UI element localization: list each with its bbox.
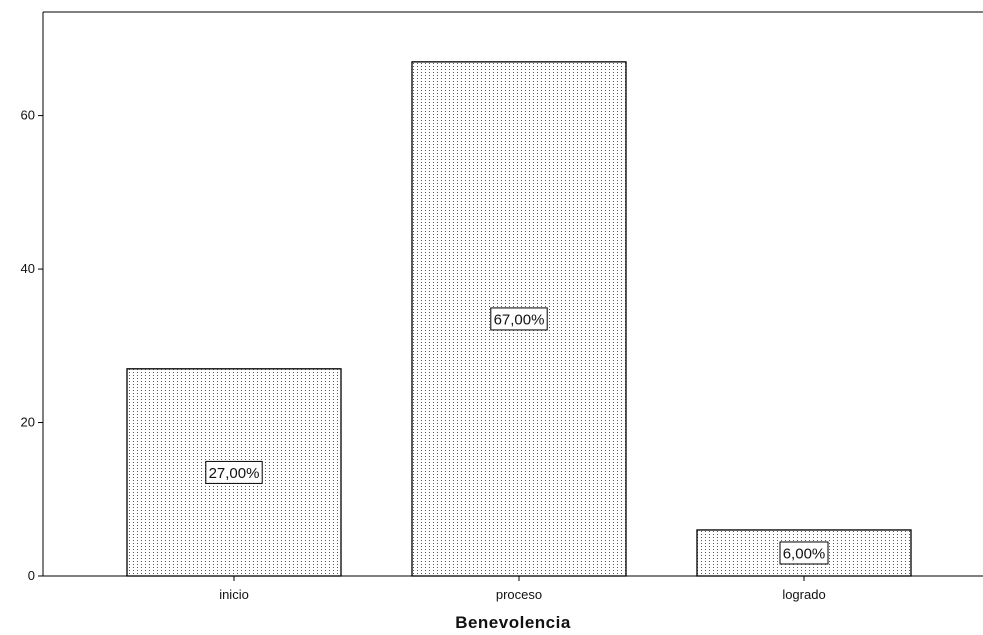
data-label: 27,00% [209,465,260,482]
data-label-box [779,541,829,565]
data-label: 6,00% [783,545,826,562]
data-label-box [490,307,548,331]
y-tick-label: 0 [28,568,35,583]
x-axis-ticks: inicio proceso logrado [219,576,826,602]
x-tick-label: inicio [219,587,249,602]
x-tick-label: logrado [782,587,825,602]
data-label-box [205,460,263,484]
y-axis-ticks: 0 20 40 60 [21,108,43,583]
x-tick-label: proceso [496,587,542,602]
bars-group: 27,00% 67,00% 6,00% [126,61,912,577]
data-label: 67,00% [494,311,545,328]
y-tick-label: 20 [21,415,35,430]
y-tick-label: 60 [21,108,35,123]
x-axis-label: Benevolencia [455,613,571,632]
y-tick-label: 40 [21,261,35,276]
